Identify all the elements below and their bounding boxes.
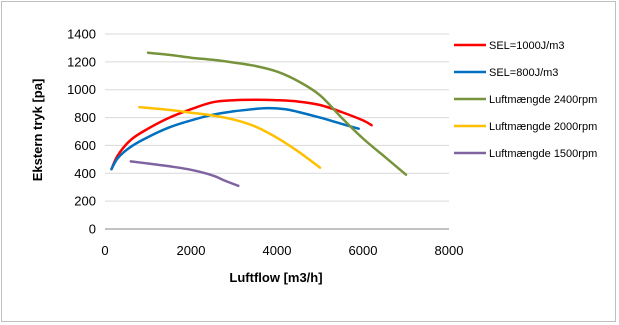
- y-tick-label: 1400: [67, 27, 96, 42]
- series-lines: [110, 51, 408, 188]
- y-tick-label: 0: [89, 222, 96, 237]
- series-line-5: [129, 160, 240, 188]
- y-tick-labels: 0 200 400 600 800 1000 1200 1400: [67, 27, 96, 237]
- y-tick-label: 1200: [67, 54, 96, 69]
- y-tick-label: 600: [74, 138, 96, 153]
- legend: SEL=1000J/m3 SEL=800J/m3 Luftmængde 2400rp…: [454, 40, 597, 160]
- legend-label-2: SEL=800J/m3: [489, 67, 558, 79]
- legend-label-1: SEL=1000J/m3: [489, 40, 565, 52]
- y-tick-label: 1000: [67, 82, 96, 97]
- gridlines: [105, 33, 449, 230]
- legend-label-4: Luftmængde 2000rpm: [489, 121, 597, 133]
- x-tick-labels: 0 2000 4000 6000 8000: [101, 243, 463, 258]
- series-line-3: [146, 51, 408, 176]
- x-tick-label: 2000: [177, 243, 206, 258]
- y-tick-label: 200: [74, 194, 96, 209]
- legend-label-5: Luftmængde 1500rpm: [489, 148, 597, 160]
- series-line-4: [138, 105, 322, 169]
- x-tick-label: 8000: [435, 243, 464, 258]
- y-tick-label: 400: [74, 166, 96, 181]
- legend-label-3: Luftmængde 2400rpm: [489, 94, 597, 106]
- x-tick-label: 6000: [349, 243, 378, 258]
- x-tick-label: 4000: [263, 243, 292, 258]
- y-axis-title: Ekstern tryk [pa]: [30, 79, 45, 182]
- y-tick-label: 800: [74, 110, 96, 125]
- series-line-2: [110, 106, 360, 171]
- x-axis-title: Luftflow [m3/h]: [229, 270, 322, 285]
- x-tick-label: 0: [101, 243, 108, 258]
